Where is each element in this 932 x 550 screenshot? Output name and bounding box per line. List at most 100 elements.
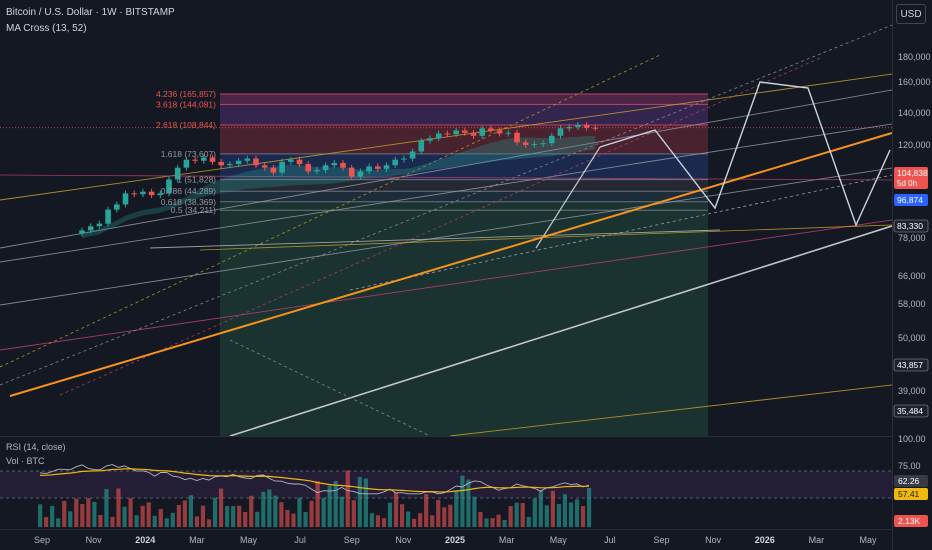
time-tick-label: Jul [604,535,616,545]
volume-bar [393,492,399,527]
price-tag [894,167,928,189]
time-tick-label: Nov [705,535,722,545]
candle [566,126,572,129]
candle [444,133,451,135]
volume-bar [586,487,592,527]
volume-bar [116,488,121,527]
candle [348,167,355,177]
volume-bar [580,506,586,527]
price-tick-label: 120,000 [898,140,931,150]
candle [201,157,207,161]
candle [96,223,103,227]
trendline [0,174,892,181]
volume-bar [86,498,91,527]
candle [375,166,381,169]
volume-bar [532,498,537,527]
candle [531,144,538,146]
volume-bar [243,512,248,527]
ma-cloud-fill [82,136,596,239]
fib-zone [220,125,708,154]
candle [227,164,233,166]
volume-bar [490,518,495,527]
volume-bar [140,505,145,527]
volume-bar [454,490,459,527]
time-tick-label: Mar [809,535,825,545]
candle [261,165,268,168]
candle [549,135,555,144]
volume-bar [231,506,236,527]
candle [392,159,398,166]
volume-bar [345,470,350,527]
price-axis[interactable]: 180,000 160,000 140,000 120,000 78,000 66,000… [893,52,931,527]
fib-level-label: 0.786 (44,289) [161,186,216,196]
fib-zone [220,94,708,105]
candle [218,161,224,166]
volume-bar [562,494,568,527]
candle [540,143,546,145]
indicator-label[interactable]: MA Cross (13, 52) [6,23,87,34]
time-tick-label: Nov [395,535,412,545]
trendline [149,229,721,249]
candle [575,124,581,127]
volume-bar [225,506,230,527]
candle [244,158,251,161]
volume-bar [442,507,447,527]
time-tick-label: 2024 [135,535,155,545]
candle [288,159,294,162]
price-tag [894,194,928,206]
rsi-volume-pane [0,464,892,527]
candle [383,165,390,169]
rsi-title[interactable]: RSI (14, close) [6,442,66,452]
volume-bar [68,511,73,527]
fib-zone [220,210,708,436]
volume-bar [309,500,314,527]
volume-bar [237,505,242,527]
candle [583,124,590,128]
volume-bar [285,509,290,527]
volume-bar [448,504,453,527]
trendline [0,24,892,386]
price-tag-value: 104,838 [897,168,928,178]
volume-bar [550,490,555,527]
rsi-ma-line [39,468,590,493]
price-tag-value: 96,874 [897,195,923,205]
time-tick-label: May [550,535,568,545]
candle [105,209,111,224]
candle [401,158,407,160]
volume-bar [128,498,133,527]
candle [174,167,181,180]
candle [522,142,529,145]
time-tick-label: Sep [653,535,669,545]
volume-bar [249,495,254,527]
volume-bar [472,496,477,527]
candle [279,161,285,173]
trendline [535,146,601,249]
volume-bar [38,504,43,527]
trendline [59,57,821,396]
volume-bar [424,494,429,527]
volume-bar [267,489,272,527]
volume-title[interactable]: Vol · BTC [6,456,45,466]
volume-bar [291,513,296,527]
candle [479,128,485,136]
chart-title[interactable]: Bitcoin / U.S. Dollar · 1W · BITSTAMP [6,7,175,18]
price-tag [893,358,929,372]
trendline [0,73,892,201]
candle [427,138,433,141]
volume-bar [56,518,61,527]
currency-button[interactable]: USD [896,4,926,24]
volume-bar [514,502,519,527]
projection-line [599,81,891,227]
fib-level-label: 0.5 (34,211) [171,205,216,215]
time-tick-label: Mar [189,535,205,545]
time-axis[interactable]: Sep Nov 2024 Mar May Jul Sep Nov 2025 Mar May Jul Se… [34,535,877,545]
volume-bar [412,518,417,527]
candle [192,159,198,161]
fibonacci-zones [220,93,708,436]
candle [235,160,242,165]
candle [340,162,346,168]
candle [366,166,372,172]
candle [435,133,442,139]
price-tick-label: 100.00 [898,434,926,444]
